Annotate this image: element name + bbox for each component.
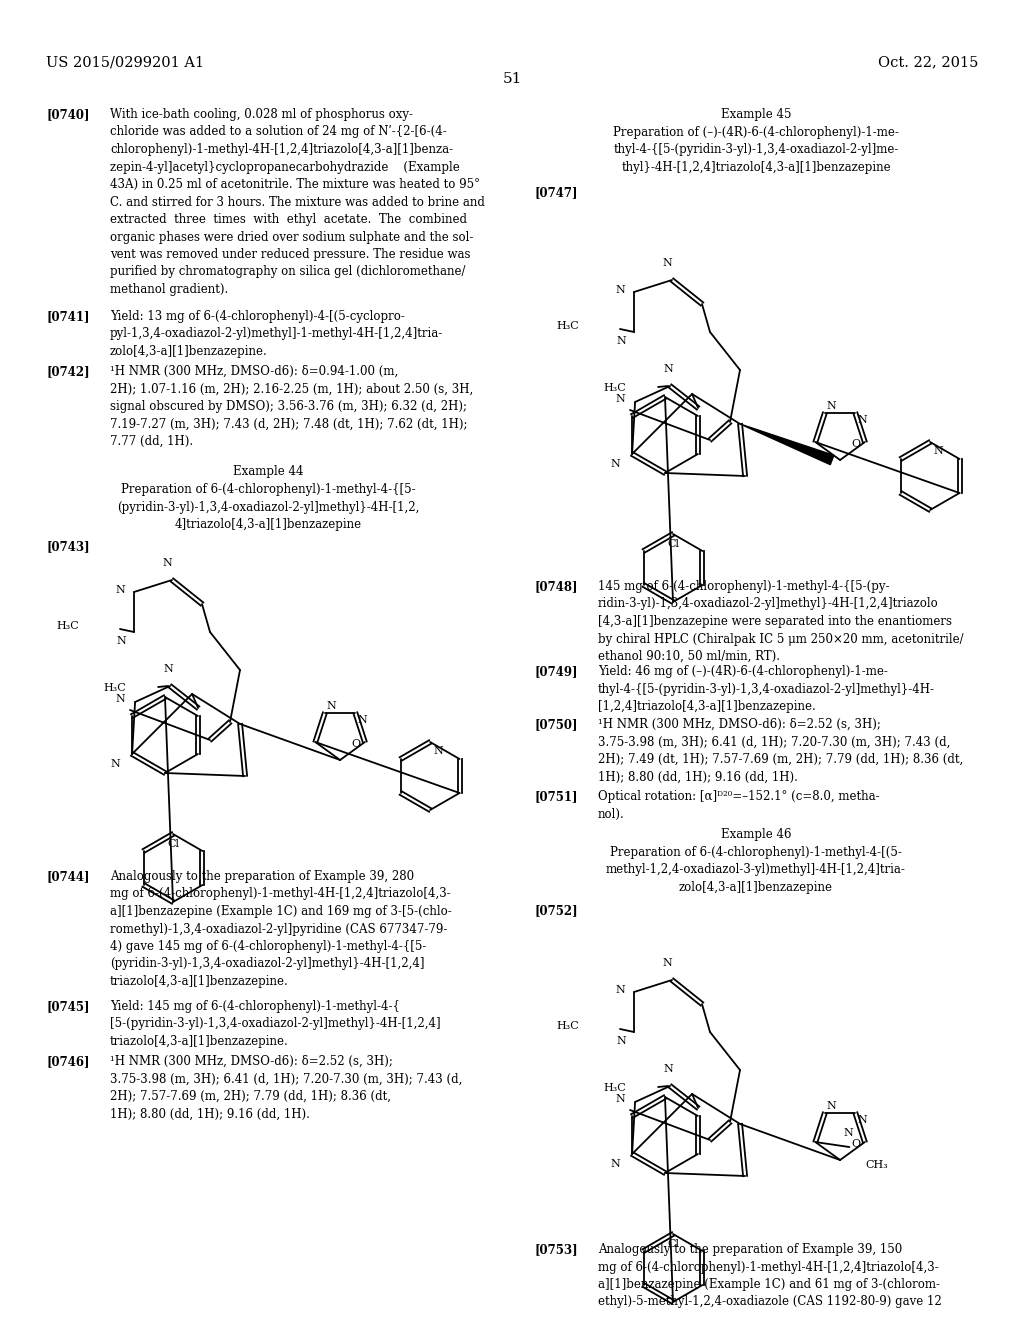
Text: H₃C: H₃C xyxy=(603,1082,626,1093)
Polygon shape xyxy=(740,424,834,465)
Text: H₃C: H₃C xyxy=(603,383,626,393)
Text: [0749]: [0749] xyxy=(534,665,578,678)
Text: H₃C: H₃C xyxy=(56,620,79,631)
Text: N: N xyxy=(857,414,867,425)
Text: N: N xyxy=(116,585,125,595)
Text: H₃C: H₃C xyxy=(556,1020,579,1031)
Text: Yield: 46 mg of (–)-(4R)-6-(4-chlorophenyl)-1-me-
thyl-4-{[5-(pyridin-3-yl)-1,3,: Yield: 46 mg of (–)-(4R)-6-(4-chlorophen… xyxy=(598,665,935,713)
Text: Example 45: Example 45 xyxy=(721,108,792,121)
Text: Optical rotation: [α]ᴰ²⁰=–152.1° (c=8.0, metha-
nol).: Optical rotation: [α]ᴰ²⁰=–152.1° (c=8.0,… xyxy=(598,789,880,821)
Text: [0751]: [0751] xyxy=(534,789,578,803)
Text: Cl: Cl xyxy=(167,840,179,849)
Text: N: N xyxy=(615,1094,625,1104)
Text: N: N xyxy=(616,1036,626,1045)
Text: N: N xyxy=(616,337,626,346)
Text: Oct. 22, 2015: Oct. 22, 2015 xyxy=(878,55,978,69)
Text: 145 mg of 6-(4-chlorophenyl)-1-methyl-4-{[5-(py-
ridin-3-yl)-1,3,4-oxadiazol-2-y: 145 mg of 6-(4-chlorophenyl)-1-methyl-4-… xyxy=(598,579,964,663)
Text: N: N xyxy=(163,664,173,675)
Text: Yield: 13 mg of 6-(4-chlorophenyl)-4-[(5-cyclopro-
pyl-1,3,4-oxadiazol-2-yl)meth: Yield: 13 mg of 6-(4-chlorophenyl)-4-[(5… xyxy=(110,310,443,358)
Text: N: N xyxy=(111,759,120,770)
Text: N: N xyxy=(117,636,126,645)
Text: N: N xyxy=(664,364,673,374)
Text: N: N xyxy=(433,746,442,756)
Text: O: O xyxy=(351,739,360,748)
Text: Preparation of (–)-(4R)-6-(4-chlorophenyl)-1-me-
thyl-4-{[5-(pyridin-3-yl)-1,3,4: Preparation of (–)-(4R)-6-(4-chloropheny… xyxy=(613,125,899,174)
Text: H₃C: H₃C xyxy=(103,682,126,693)
Text: [0747]: [0747] xyxy=(534,186,578,199)
Text: N: N xyxy=(615,393,625,404)
Text: N: N xyxy=(664,1064,673,1074)
Text: O: O xyxy=(852,440,861,449)
Text: US 2015/0299201 A1: US 2015/0299201 A1 xyxy=(46,55,204,69)
Text: 51: 51 xyxy=(503,73,521,86)
Text: Analogously to the preparation of Example 39, 150
mg of 6-(4-chlorophenyl)-1-met: Analogously to the preparation of Exampl… xyxy=(598,1243,942,1308)
Text: ¹H NMR (300 MHz, DMSO-d6): δ=2.52 (s, 3H);
3.75-3.98 (m, 3H); 6.41 (d, 1H); 7.20: ¹H NMR (300 MHz, DMSO-d6): δ=2.52 (s, 3H… xyxy=(598,718,964,784)
Text: CH₃: CH₃ xyxy=(865,1160,888,1170)
Text: N: N xyxy=(116,694,125,704)
Text: N: N xyxy=(826,1101,837,1111)
Text: Yield: 145 mg of 6-(4-chlorophenyl)-1-methyl-4-{
[5-(pyridin-3-yl)-1,3,4-oxadiaz: Yield: 145 mg of 6-(4-chlorophenyl)-1-me… xyxy=(110,1001,440,1048)
Text: [0748]: [0748] xyxy=(534,579,578,593)
Text: [0744]: [0744] xyxy=(46,870,89,883)
Text: N: N xyxy=(357,715,368,725)
Text: [0745]: [0745] xyxy=(46,1001,89,1012)
Text: N: N xyxy=(663,257,672,268)
Text: N: N xyxy=(610,1159,621,1170)
Text: N: N xyxy=(327,701,337,711)
Text: ¹H NMR (300 MHz, DMSO-d6): δ=2.52 (s, 3H);
3.75-3.98 (m, 3H); 6.41 (d, 1H); 7.20: ¹H NMR (300 MHz, DMSO-d6): δ=2.52 (s, 3H… xyxy=(110,1055,463,1121)
Text: N: N xyxy=(162,558,172,568)
Text: N: N xyxy=(615,285,625,294)
Text: [0746]: [0746] xyxy=(46,1055,89,1068)
Text: H₃C: H₃C xyxy=(556,321,579,331)
Text: O: O xyxy=(852,1139,861,1148)
Text: N: N xyxy=(826,401,837,411)
Text: N: N xyxy=(844,1129,853,1138)
Text: N: N xyxy=(615,985,625,995)
Text: Cl: Cl xyxy=(667,539,679,549)
Text: ¹H NMR (300 MHz, DMSO-d6): δ=0.94-1.00 (m,
2H); 1.07-1.16 (m, 2H); 2.16-2.25 (m,: ¹H NMR (300 MHz, DMSO-d6): δ=0.94-1.00 (… xyxy=(110,366,473,447)
Text: Preparation of 6-(4-chlorophenyl)-1-methyl-4-{[5-
(pyridin-3-yl)-1,3,4-oxadiazol: Preparation of 6-(4-chlorophenyl)-1-meth… xyxy=(117,483,419,531)
Text: [0750]: [0750] xyxy=(534,718,578,731)
Text: Cl: Cl xyxy=(667,1239,679,1249)
Text: N: N xyxy=(610,459,621,469)
Text: Example 46: Example 46 xyxy=(721,828,792,841)
Text: N: N xyxy=(933,446,943,455)
Text: [0743]: [0743] xyxy=(46,540,90,553)
Text: [0740]: [0740] xyxy=(46,108,89,121)
Text: Analogously to the preparation of Example 39, 280
mg of 6-(4-chlorophenyl)-1-met: Analogously to the preparation of Exampl… xyxy=(110,870,452,987)
Text: [0742]: [0742] xyxy=(46,366,90,378)
Text: N: N xyxy=(857,1115,867,1125)
Text: N: N xyxy=(663,958,672,968)
Text: [0752]: [0752] xyxy=(534,904,578,917)
Text: [0753]: [0753] xyxy=(534,1243,578,1257)
Text: With ice-bath cooling, 0.028 ml of phosphorus oxy-
chloride was added to a solut: With ice-bath cooling, 0.028 ml of phosp… xyxy=(110,108,485,296)
Text: Preparation of 6-(4-chlorophenyl)-1-methyl-4-[(5-
methyl-1,2,4-oxadiazol-3-yl)me: Preparation of 6-(4-chlorophenyl)-1-meth… xyxy=(606,846,906,894)
Text: Example 44: Example 44 xyxy=(232,465,303,478)
Text: [0741]: [0741] xyxy=(46,310,89,323)
